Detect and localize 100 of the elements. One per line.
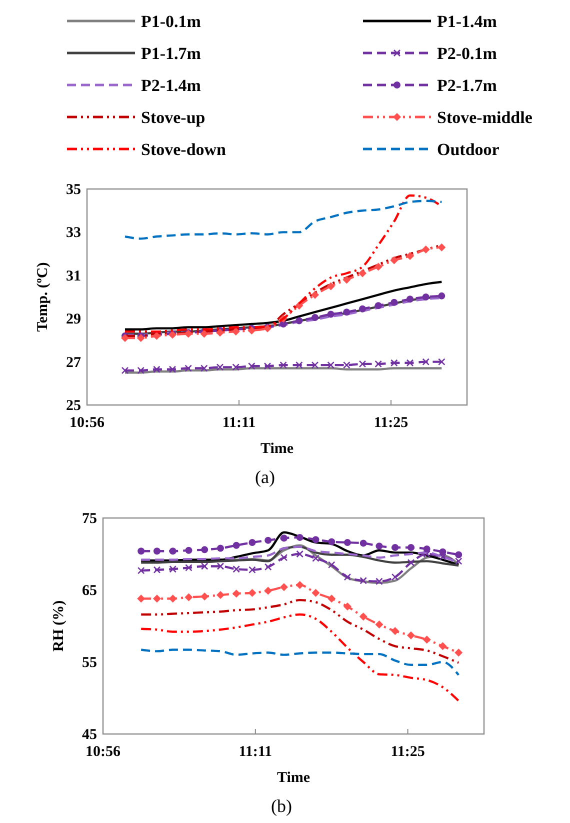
y-axis-title: RH (%) (51, 600, 67, 652)
point (280, 361, 287, 369)
x-tick-label: 10:56 (86, 744, 121, 760)
point (216, 364, 224, 371)
y-tick-label: 75 (82, 511, 97, 527)
point (201, 546, 208, 554)
y-tick-label: 29 (66, 312, 81, 328)
legend-label: P2-1.4m (141, 76, 201, 95)
text: (b) (271, 796, 292, 816)
point (200, 592, 209, 600)
text: (a) (255, 467, 275, 487)
x-axis-title: Time (276, 770, 310, 786)
point (358, 360, 366, 368)
point (454, 648, 463, 657)
legend-label: Outdoor (437, 140, 500, 159)
point (374, 302, 382, 310)
point (406, 631, 415, 640)
y-tick-label: 31 (66, 268, 81, 284)
point (248, 538, 256, 546)
point (280, 320, 287, 328)
point (328, 561, 336, 568)
point (216, 562, 224, 570)
point (232, 364, 240, 371)
line-series (140, 598, 460, 664)
point (168, 594, 177, 603)
point (152, 594, 161, 603)
point (392, 544, 399, 552)
point (328, 594, 336, 603)
point (232, 328, 240, 336)
y-tick-label: 55 (82, 655, 97, 671)
point (406, 296, 414, 303)
point (343, 308, 350, 316)
point (168, 366, 176, 374)
point (438, 358, 446, 366)
point (248, 566, 256, 574)
point (360, 540, 367, 547)
point (406, 252, 414, 260)
point (248, 326, 256, 334)
point (359, 612, 368, 621)
line-series (140, 648, 460, 676)
point (390, 359, 398, 367)
point (328, 538, 336, 546)
point (358, 269, 366, 278)
point (422, 245, 430, 254)
legend-label: Stove-down (141, 140, 227, 159)
point (312, 314, 318, 322)
point (439, 548, 446, 556)
point (390, 298, 398, 306)
y-tick-label: 33 (66, 225, 81, 242)
point (423, 545, 430, 552)
point (121, 366, 129, 374)
point (153, 566, 161, 574)
point (280, 583, 288, 592)
point (248, 362, 256, 370)
point (422, 636, 431, 644)
point (375, 620, 384, 629)
point (311, 361, 319, 369)
point (312, 588, 320, 597)
point (280, 534, 288, 542)
point (264, 536, 272, 544)
y-tick-label: 35 (66, 182, 81, 198)
legend-label: P1-0.1m (141, 12, 201, 31)
x-tick-label: 10:56 (70, 415, 105, 431)
point (439, 553, 446, 561)
point (455, 551, 462, 558)
point (184, 593, 193, 602)
legend-label: P2-1.7m (437, 76, 497, 95)
line-series (140, 613, 460, 702)
line-series (124, 200, 443, 240)
point (153, 366, 160, 374)
x-tick-label: 11:11 (222, 415, 256, 431)
point (342, 276, 351, 284)
legend-label: P1-1.4m (437, 12, 497, 31)
point (264, 563, 272, 571)
point (391, 573, 399, 581)
point (360, 576, 367, 584)
point (200, 330, 208, 338)
point (376, 542, 383, 550)
point (312, 536, 320, 544)
x-tick-label: 11:11 (238, 744, 272, 760)
point (137, 566, 145, 574)
point (169, 565, 176, 573)
point (406, 359, 414, 367)
point (296, 534, 304, 541)
point (296, 550, 304, 558)
x-tick-label: 11:25 (390, 744, 425, 760)
legend-label: Stove-middle (437, 108, 533, 127)
point (138, 548, 145, 555)
legend-label: P2-0.1m (437, 44, 497, 63)
point (438, 642, 447, 650)
legend-label: Stove-up (141, 108, 206, 127)
point (185, 546, 192, 554)
point (454, 558, 462, 565)
y-tick-label: 25 (66, 398, 81, 414)
point (326, 282, 335, 290)
point (153, 548, 160, 555)
point (376, 578, 383, 586)
point (296, 361, 303, 369)
point (296, 580, 304, 589)
point (280, 554, 288, 562)
